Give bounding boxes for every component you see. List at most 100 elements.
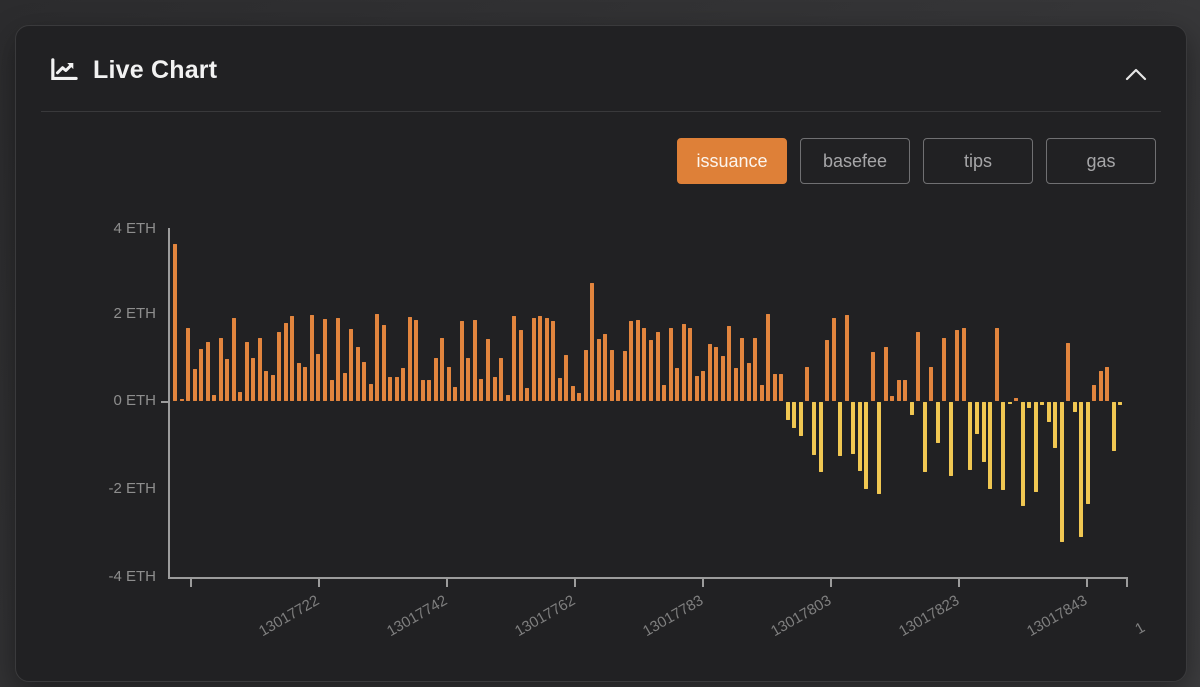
bar[interactable]	[270, 375, 275, 401]
bar[interactable]	[909, 402, 914, 416]
bar[interactable]	[342, 372, 347, 401]
bar[interactable]	[283, 322, 288, 401]
bar[interactable]	[583, 349, 588, 401]
bar[interactable]	[544, 318, 549, 401]
bar[interactable]	[173, 244, 177, 401]
bar[interactable]	[505, 395, 510, 401]
bar[interactable]	[922, 402, 927, 473]
bar[interactable]	[714, 347, 719, 402]
bar[interactable]	[890, 396, 895, 401]
bar[interactable]	[355, 346, 360, 401]
bar[interactable]	[433, 357, 438, 401]
bar[interactable]	[838, 402, 842, 457]
bar[interactable]	[779, 373, 784, 401]
collapse-chevron-up-icon[interactable]	[1120, 60, 1152, 88]
bar[interactable]	[662, 384, 666, 401]
bar[interactable]	[486, 339, 490, 401]
bar[interactable]	[883, 346, 888, 401]
bar[interactable]	[329, 380, 334, 401]
bar[interactable]	[655, 331, 660, 401]
bar[interactable]	[896, 380, 901, 401]
bar[interactable]	[1046, 402, 1051, 422]
bar[interactable]	[257, 337, 262, 401]
bar[interactable]	[772, 373, 777, 401]
bar[interactable]	[231, 317, 236, 401]
bar[interactable]	[551, 321, 556, 401]
bar[interactable]	[603, 334, 608, 402]
bar[interactable]	[955, 330, 960, 402]
bar[interactable]	[596, 339, 601, 401]
bar[interactable]	[831, 318, 836, 401]
bar[interactable]	[649, 339, 653, 401]
bar[interactable]	[199, 348, 204, 401]
bar[interactable]	[466, 357, 471, 401]
bar[interactable]	[935, 402, 940, 444]
bar[interactable]	[577, 393, 582, 401]
bar[interactable]	[818, 402, 823, 473]
bar[interactable]	[212, 394, 217, 402]
bar[interactable]	[381, 324, 386, 401]
series-toggle-issuance[interactable]: issuance	[677, 138, 787, 184]
bar[interactable]	[368, 384, 373, 401]
bar[interactable]	[740, 338, 745, 401]
bar[interactable]	[590, 283, 595, 401]
bar[interactable]	[668, 327, 673, 401]
bar[interactable]	[792, 402, 797, 429]
series-toggle-tips[interactable]: tips	[923, 138, 1033, 184]
bar[interactable]	[694, 375, 699, 401]
bar[interactable]	[525, 387, 530, 401]
bar[interactable]	[851, 402, 856, 454]
bar[interactable]	[336, 317, 340, 401]
bar[interactable]	[968, 402, 973, 470]
bar[interactable]	[303, 366, 308, 401]
bar[interactable]	[179, 398, 184, 401]
bar[interactable]	[635, 319, 640, 401]
bar[interactable]	[1053, 402, 1058, 448]
bar[interactable]	[440, 338, 445, 401]
bar[interactable]	[407, 316, 412, 401]
bar[interactable]	[459, 321, 464, 401]
bar[interactable]	[512, 316, 516, 401]
bar[interactable]	[557, 377, 562, 401]
bar[interactable]	[1040, 402, 1045, 406]
bar[interactable]	[675, 367, 679, 401]
bar[interactable]	[518, 330, 523, 402]
bar[interactable]	[251, 357, 256, 401]
bar[interactable]	[349, 328, 353, 401]
bar[interactable]	[825, 339, 829, 401]
bar[interactable]	[375, 314, 380, 401]
bar[interactable]	[701, 371, 706, 401]
bar[interactable]	[1105, 367, 1110, 401]
bar[interactable]	[681, 323, 686, 401]
bar[interactable]	[1059, 402, 1064, 542]
bar[interactable]	[929, 367, 934, 401]
bar[interactable]	[1118, 402, 1123, 406]
bar[interactable]	[323, 319, 327, 401]
bar[interactable]	[942, 338, 947, 401]
bar[interactable]	[531, 317, 536, 401]
bar[interactable]	[629, 321, 634, 401]
bar[interactable]	[427, 379, 432, 401]
bar[interactable]	[805, 366, 810, 401]
bar[interactable]	[1092, 384, 1097, 401]
bar[interactable]	[277, 332, 282, 401]
bar[interactable]	[727, 326, 732, 401]
bar[interactable]	[1111, 402, 1116, 452]
bar[interactable]	[225, 358, 230, 401]
bar[interactable]	[446, 366, 451, 401]
bar[interactable]	[707, 344, 712, 401]
bar[interactable]	[981, 402, 986, 462]
bar[interactable]	[1014, 398, 1019, 401]
bar[interactable]	[414, 320, 419, 401]
bar[interactable]	[733, 367, 738, 401]
bar[interactable]	[388, 376, 393, 401]
bar[interactable]	[420, 379, 425, 401]
bar[interactable]	[1085, 402, 1090, 504]
bar[interactable]	[864, 402, 869, 490]
bar[interactable]	[720, 355, 725, 401]
bar[interactable]	[316, 353, 321, 401]
bar[interactable]	[961, 327, 966, 401]
bar[interactable]	[688, 327, 693, 401]
bar[interactable]	[538, 316, 543, 401]
bar[interactable]	[857, 402, 862, 472]
